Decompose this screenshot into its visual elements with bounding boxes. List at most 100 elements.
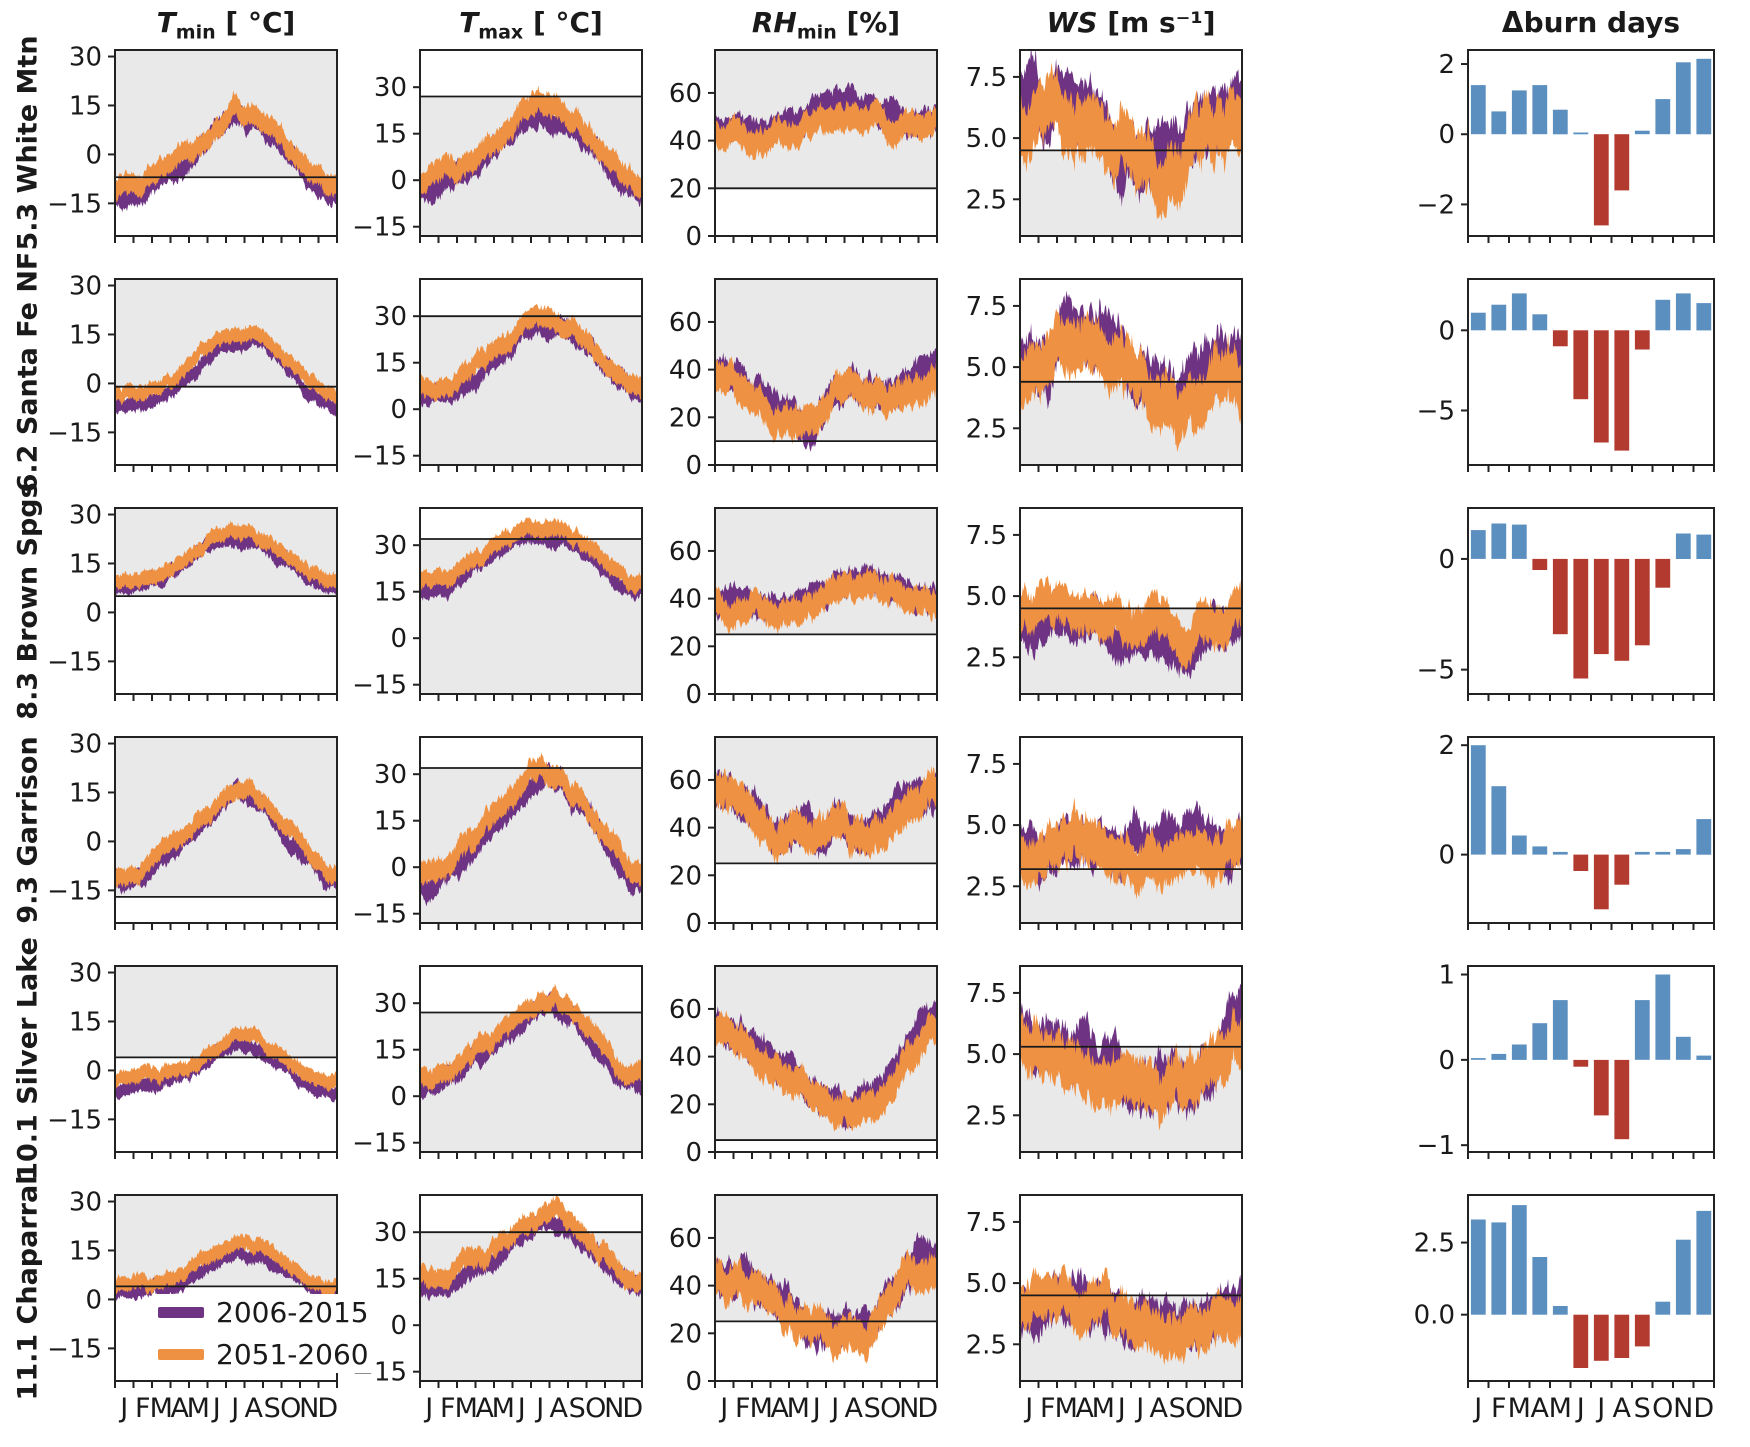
month-label: J — [534, 1393, 544, 1424]
bar-positive — [1470, 530, 1486, 559]
bar-negative — [1634, 1314, 1650, 1347]
bar-positive — [1532, 1257, 1548, 1315]
bar-negative — [1593, 330, 1609, 443]
panel-tmin-row0: 30 15 0 −15 — [47, 43, 338, 243]
y-tick-label: 0 — [390, 395, 407, 425]
y-tick-label: 2.5 — [966, 1330, 1007, 1360]
bar-positive — [1532, 1023, 1548, 1060]
bar-positive — [1552, 1000, 1568, 1060]
series-band-2051-2060 — [115, 520, 337, 591]
row-label-silver-lake: 10.1 Silver Lake — [12, 937, 44, 1181]
month-label: J — [829, 1393, 839, 1424]
month-label: J — [1116, 1393, 1126, 1424]
month-label: A — [171, 1393, 190, 1424]
month-label: F — [440, 1393, 456, 1424]
y-tick-label: 20 — [669, 632, 702, 662]
y-tick-label: −15 — [352, 213, 407, 243]
bar-positive — [1470, 745, 1486, 855]
panel-background — [1468, 737, 1714, 923]
bar-positive — [1696, 303, 1712, 331]
month-label: N — [899, 1393, 919, 1424]
panel-dburn-row2: 0 −5 — [1417, 507, 1715, 701]
month-label: M — [150, 1393, 173, 1424]
panel-ws-row5: 7.55.02.5J F MAM J J A S OND — [966, 1194, 1243, 1424]
bar-positive — [1552, 1306, 1568, 1315]
y-tick-label: 20 — [669, 1090, 702, 1120]
month-label: D — [622, 1393, 643, 1424]
y-tick-label: 2.5 — [966, 1101, 1007, 1131]
y-tick-label: 60 — [669, 79, 702, 109]
panel-tmin-row1: 30 15 0 −15 — [47, 272, 338, 472]
bar-positive — [1532, 85, 1548, 135]
bar-positive — [1491, 1053, 1507, 1060]
panel-background — [1468, 508, 1714, 694]
series-band-2051-2060 — [115, 90, 337, 203]
bar-negative — [1614, 330, 1630, 451]
month-label: O — [880, 1393, 901, 1424]
bar-positive — [1470, 85, 1486, 135]
y-tick-label: 40 — [669, 585, 702, 615]
y-tick-label: 7.5 — [966, 1208, 1007, 1238]
month-label: M — [750, 1393, 773, 1424]
series-band-2051-2060 — [715, 1248, 937, 1364]
bar-positive — [1511, 293, 1527, 331]
panel-rhmin-row2: 60 40 20 0 — [669, 507, 938, 710]
y-tick-label: 5.0 — [966, 1040, 1007, 1070]
bar-negative — [1552, 330, 1568, 347]
y-tick-label: 2.5 — [1414, 1229, 1455, 1259]
month-label: M — [492, 1393, 515, 1424]
month-label: M — [187, 1393, 210, 1424]
bar-positive — [1511, 90, 1527, 135]
month-label: D — [317, 1393, 338, 1424]
bar-positive — [1511, 835, 1527, 855]
bar-positive — [1511, 1205, 1527, 1315]
month-label: S — [264, 1393, 281, 1424]
bar-positive — [1634, 1000, 1650, 1060]
month-label: J — [1472, 1393, 1482, 1424]
y-tick-label: 0 — [1438, 1046, 1455, 1076]
month-label: S — [864, 1393, 881, 1424]
y-tick-label: 30 — [69, 43, 102, 73]
bar-positive — [1634, 851, 1650, 855]
bar-negative — [1532, 558, 1548, 570]
bar-negative — [1614, 1059, 1630, 1140]
y-tick-label: 15 — [374, 807, 407, 837]
bar-negative — [1614, 134, 1630, 191]
y-tick-label: 30 — [374, 73, 407, 103]
bar-positive — [1491, 1222, 1507, 1315]
bar-positive — [1696, 819, 1712, 855]
series-band-2051-2060 — [115, 1233, 337, 1297]
legend-swatch-period1 — [158, 1307, 204, 1318]
panel-tmin-row2: 30 15 0 −15 — [47, 501, 338, 701]
bar-positive — [1655, 1301, 1671, 1315]
row-label-white-mtn: 5.3 White Mtn — [12, 35, 44, 251]
panel-dburn-row1: 0 −5 — [1417, 278, 1715, 472]
series-band-2051-2060 — [420, 303, 642, 402]
panel-dburn-row0: 2 0 −2 — [1417, 49, 1715, 243]
month-label: A — [845, 1393, 864, 1424]
y-tick-label: 30 — [69, 501, 102, 531]
month-label: J — [211, 1393, 221, 1424]
month-label: A — [550, 1393, 569, 1424]
y-tick-label: 1 — [1438, 961, 1455, 991]
month-label: A — [1150, 1393, 1169, 1424]
series-band-2051-2060 — [1020, 62, 1242, 222]
bar-positive — [1696, 1210, 1712, 1315]
panel-tmax-row1: 30 15 0 −15 — [352, 278, 643, 472]
y-tick-label: 7.5 — [966, 979, 1007, 1009]
row-label-garrison: 9.3 Garrison — [12, 736, 44, 924]
month-label: J — [1134, 1393, 1144, 1424]
y-tick-label: 20 — [669, 1319, 702, 1349]
y-tick-label: 0 — [685, 909, 702, 939]
month-label: M — [1549, 1393, 1572, 1424]
y-tick-label: 2.5 — [966, 643, 1007, 673]
y-tick-label: 40 — [669, 356, 702, 386]
series-band-2006-2015 — [115, 1034, 337, 1103]
panel-ws-row3: 7.5 5.0 2.5 — [966, 736, 1243, 930]
y-tick-label: −15 — [47, 1105, 102, 1135]
panel-background — [1468, 279, 1714, 465]
series-band-2051-2060 — [420, 752, 642, 888]
bar-positive — [1675, 533, 1691, 559]
legend-entry-2006-2015: 2006-2015 — [158, 1296, 369, 1329]
